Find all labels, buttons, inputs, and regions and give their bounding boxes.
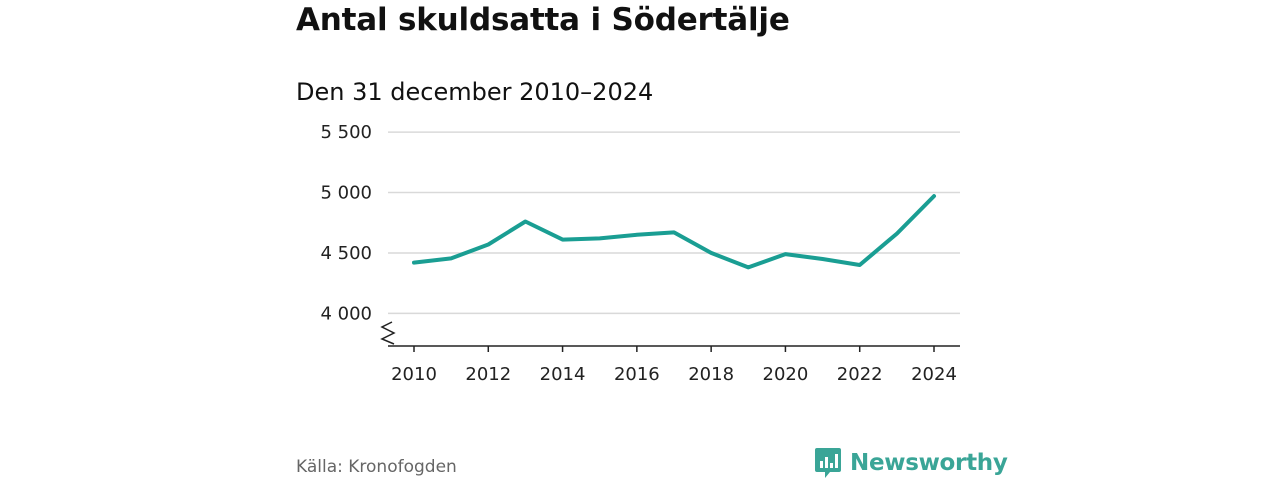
axis-break-icon	[380, 321, 396, 345]
x-tick-label: 2024	[911, 364, 957, 385]
brand-logo[interactable]: Newsworthy	[814, 446, 1008, 480]
chart-title: Antal skuldsatta i Södertälje	[296, 2, 790, 38]
x-tick-label: 2022	[837, 364, 883, 385]
y-tick-label: 4 000	[320, 303, 372, 324]
x-tick-label: 2016	[614, 364, 660, 385]
source-note: Källa: Kronofogden	[296, 457, 457, 477]
x-tick-label: 2014	[540, 364, 586, 385]
y-tick-label: 5 500	[320, 122, 372, 143]
series-line	[412, 194, 936, 270]
brand-name: Newsworthy	[850, 450, 1008, 476]
x-tick-label: 2020	[763, 364, 809, 385]
chart-subtitle: Den 31 december 2010–2024	[296, 78, 654, 106]
x-tick-label: 2018	[688, 364, 734, 385]
x-tick-label: 2012	[465, 364, 511, 385]
y-tick-label: 5 000	[320, 183, 372, 204]
newsworthy-logo-icon	[815, 448, 841, 478]
x-tick-label: 2010	[391, 364, 437, 385]
y-tick-label: 4 500	[320, 243, 372, 264]
